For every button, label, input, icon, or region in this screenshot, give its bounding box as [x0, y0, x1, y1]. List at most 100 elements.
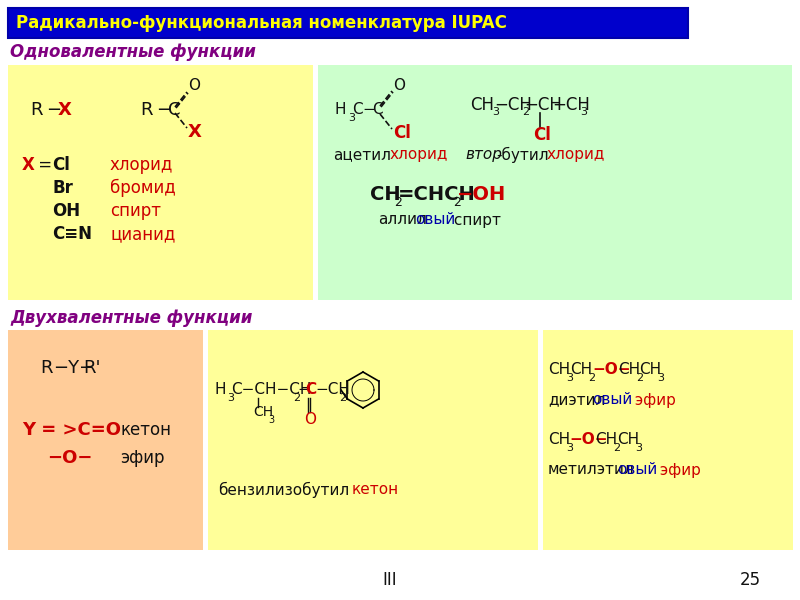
Text: 3: 3: [348, 113, 355, 123]
Text: 2: 2: [636, 373, 643, 383]
Text: эфир: эфир: [655, 463, 701, 478]
Text: Cl: Cl: [393, 124, 411, 142]
FancyBboxPatch shape: [318, 65, 792, 300]
Text: бромид: бромид: [110, 179, 176, 197]
Text: диэтил: диэтил: [548, 392, 606, 407]
Text: Двухвалентные функции: Двухвалентные функции: [10, 309, 252, 327]
Text: 2: 2: [453, 196, 461, 209]
Text: O: O: [393, 79, 405, 94]
Text: Cl: Cl: [533, 126, 551, 144]
Text: 3: 3: [566, 443, 573, 453]
Text: Радикально-функциональная номенклатура IUPAC: Радикально-функциональная номенклатура I…: [16, 14, 507, 32]
Text: 25: 25: [739, 571, 761, 589]
Text: R': R': [83, 359, 101, 377]
Text: эфир: эфир: [120, 449, 165, 467]
Text: X: X: [22, 156, 35, 174]
Text: CH: CH: [595, 433, 617, 448]
Text: CH: CH: [618, 362, 640, 377]
Text: 3: 3: [635, 443, 642, 453]
Text: 3: 3: [268, 415, 274, 425]
Text: Y: Y: [22, 421, 35, 439]
Text: R: R: [40, 359, 53, 377]
Text: CH: CH: [470, 96, 494, 114]
Text: X: X: [188, 123, 202, 141]
FancyBboxPatch shape: [8, 65, 313, 300]
Text: CH: CH: [548, 362, 570, 377]
Text: −CH: −CH: [494, 96, 532, 114]
Text: 3: 3: [566, 373, 573, 383]
Text: 2: 2: [522, 107, 529, 117]
Text: C: C: [372, 103, 382, 118]
Text: CH: CH: [639, 362, 661, 377]
Text: цианид: цианид: [110, 225, 175, 243]
Text: метилэтил: метилэтил: [548, 463, 634, 478]
Text: 3: 3: [580, 107, 587, 117]
Text: −O−: −O−: [47, 449, 93, 467]
Text: −: −: [362, 103, 374, 118]
Text: Cl: Cl: [52, 156, 70, 174]
Text: аллил: аллил: [378, 212, 427, 227]
Text: −CH: −CH: [552, 96, 590, 114]
Text: хлорид: хлорид: [547, 148, 606, 163]
Text: H: H: [335, 103, 346, 118]
Text: O: O: [304, 413, 316, 427]
Text: R: R: [30, 101, 42, 119]
Text: −CH: −CH: [524, 96, 562, 114]
Text: −OH: −OH: [457, 185, 506, 205]
Text: −O−: −O−: [592, 362, 630, 377]
Text: =: =: [33, 156, 58, 174]
Text: CH: CH: [570, 362, 592, 377]
Text: 2: 2: [293, 393, 300, 403]
Text: 3: 3: [657, 373, 664, 383]
Text: −: −: [297, 383, 310, 397]
Text: OH: OH: [52, 202, 80, 220]
Text: кетон: кетон: [352, 482, 399, 497]
Text: III: III: [382, 571, 398, 589]
Text: Br: Br: [52, 179, 73, 197]
Text: хлорид: хлорид: [390, 148, 448, 163]
Text: -бутил: -бутил: [496, 147, 549, 163]
Text: = >C=O: = >C=O: [35, 421, 121, 439]
Text: R: R: [140, 101, 153, 119]
FancyBboxPatch shape: [543, 330, 793, 550]
Text: =CHCH: =CHCH: [398, 185, 476, 205]
Text: спирт: спирт: [110, 202, 161, 220]
Text: −CH: −CH: [315, 383, 350, 397]
Text: спирт: спирт: [449, 212, 501, 227]
FancyBboxPatch shape: [208, 330, 538, 550]
Text: C−CH−CH: C−CH−CH: [231, 383, 311, 397]
Text: хлорид: хлорид: [110, 156, 174, 174]
Text: −: −: [156, 101, 171, 119]
Text: 3: 3: [492, 107, 499, 117]
Text: втор: втор: [465, 148, 502, 163]
Text: −: −: [46, 101, 61, 119]
Text: 2: 2: [613, 443, 620, 453]
Text: 3: 3: [227, 393, 234, 403]
Text: эфир: эфир: [630, 392, 676, 407]
Text: −O−: −O−: [569, 433, 607, 448]
Text: овый: овый: [592, 392, 632, 407]
Text: CH: CH: [370, 185, 401, 205]
Text: O: O: [188, 79, 200, 94]
FancyBboxPatch shape: [8, 330, 203, 550]
Text: ацетил: ацетил: [333, 148, 391, 163]
Text: овый: овый: [415, 212, 455, 227]
Text: C: C: [352, 103, 362, 118]
Text: 2: 2: [339, 393, 346, 403]
Text: 2: 2: [394, 196, 402, 209]
Text: C: C: [168, 101, 181, 119]
Text: кетон: кетон: [120, 421, 171, 439]
Text: овый: овый: [617, 463, 658, 478]
Text: C: C: [305, 383, 316, 397]
Text: X: X: [58, 101, 72, 119]
Text: H: H: [215, 383, 226, 397]
FancyBboxPatch shape: [8, 8, 688, 38]
Text: −Y−: −Y−: [53, 359, 94, 377]
Text: бензилизобутил: бензилизобутил: [218, 482, 350, 498]
Text: C≡N: C≡N: [52, 225, 92, 243]
Text: CH: CH: [253, 405, 273, 419]
Text: CH: CH: [548, 433, 570, 448]
Text: 2: 2: [588, 373, 595, 383]
Text: CH: CH: [617, 433, 639, 448]
Text: Одновалентные функции: Одновалентные функции: [10, 43, 256, 61]
